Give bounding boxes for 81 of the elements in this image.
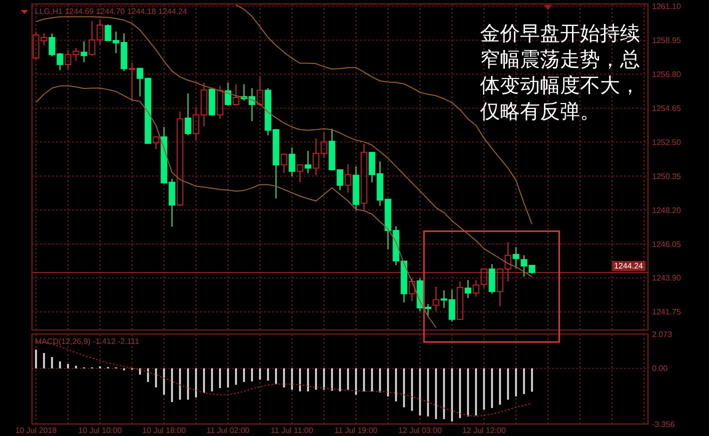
bar <box>219 368 221 388</box>
y-tick-label: 0.00 <box>652 364 668 374</box>
y-tick-label: 1241.75 <box>652 308 682 317</box>
bar <box>171 368 173 402</box>
bar <box>299 368 301 392</box>
bar <box>187 368 189 400</box>
annotation: 金价早盘开始持续窄幅震荡走势，总体变动幅度不大，仅略有反弹。 <box>480 21 640 123</box>
bar <box>43 352 45 368</box>
bar <box>499 368 501 405</box>
chart-title: LLG,H1 1244.69 1244.70 1244.18 1244.24 <box>35 7 188 16</box>
bar <box>139 368 141 375</box>
bar <box>371 368 373 392</box>
bar <box>323 368 325 390</box>
bar <box>331 368 333 391</box>
y-tick-label: 1256.80 <box>652 70 682 80</box>
bar <box>403 368 405 408</box>
bar <box>435 368 437 420</box>
bar <box>395 368 397 402</box>
bar <box>419 368 421 416</box>
x-tick-label: 11 Jul 11:00 <box>270 426 314 435</box>
bar <box>427 368 429 416</box>
bar <box>411 368 413 411</box>
bar <box>275 368 277 384</box>
bar <box>35 350 37 368</box>
bar <box>467 368 469 416</box>
bar <box>155 368 157 388</box>
bar <box>531 368 533 392</box>
x-tick-label: 11 Jul 02:00 <box>206 426 250 435</box>
x-tick-label: 10 Jul 2018 <box>15 426 58 435</box>
bar <box>387 368 389 396</box>
y-tick-label: 1261.10 <box>652 2 682 12</box>
bar <box>179 368 181 400</box>
bar <box>379 368 381 392</box>
bar <box>211 368 213 392</box>
bar <box>523 368 525 394</box>
y-tick-label: 1252.50 <box>652 138 682 147</box>
bar <box>307 368 309 392</box>
bar <box>339 368 341 392</box>
bar <box>251 368 253 382</box>
bar <box>243 368 245 382</box>
y-tick-label: 2.073 <box>652 330 673 339</box>
y-tick-label: 1246.05 <box>652 240 682 249</box>
bar <box>475 368 477 416</box>
y-tick-label: 1248.20 <box>652 206 682 215</box>
bar <box>459 368 461 418</box>
bar <box>267 368 269 381</box>
bar <box>291 368 293 390</box>
y-tick-label: -3.356 <box>652 420 676 429</box>
chart-title: MACD(12,26,9) -1.412 -2.111 <box>35 337 140 346</box>
bar <box>483 368 485 410</box>
bar <box>355 368 357 395</box>
bar <box>491 368 493 408</box>
x-tick-label: 10 Jul 10:00 <box>78 426 122 435</box>
bar <box>163 368 165 395</box>
bar <box>507 368 509 400</box>
x-tick-label: 11 Jul 19:00 <box>334 426 378 435</box>
y-tick-label: 1250.35 <box>652 172 682 181</box>
bar <box>451 368 453 422</box>
x-tick-label: 12 Jul 03:00 <box>398 426 442 435</box>
x-tick-label: 12 Jul 12:00 <box>462 426 506 435</box>
ref-line-label: 1244.24 <box>614 262 644 271</box>
y-tick-label: 1243.90 <box>652 274 682 283</box>
bar <box>283 368 285 388</box>
bar <box>51 357 53 368</box>
bar <box>363 368 365 392</box>
bar <box>67 364 69 368</box>
bar <box>203 368 205 394</box>
bar <box>235 368 237 385</box>
bar <box>515 368 517 396</box>
x-tick-label: 10 Jul 18:00 <box>142 426 186 435</box>
bar <box>443 368 445 420</box>
bar <box>347 368 349 390</box>
y-tick-label: 1258.95 <box>652 36 682 46</box>
bar <box>59 361 61 368</box>
bar <box>147 368 149 382</box>
y-tick-label: 1254.65 <box>652 104 682 113</box>
bar <box>315 368 317 390</box>
bar <box>195 368 197 398</box>
bar <box>75 366 77 368</box>
bar <box>259 368 261 380</box>
bar <box>227 368 229 388</box>
